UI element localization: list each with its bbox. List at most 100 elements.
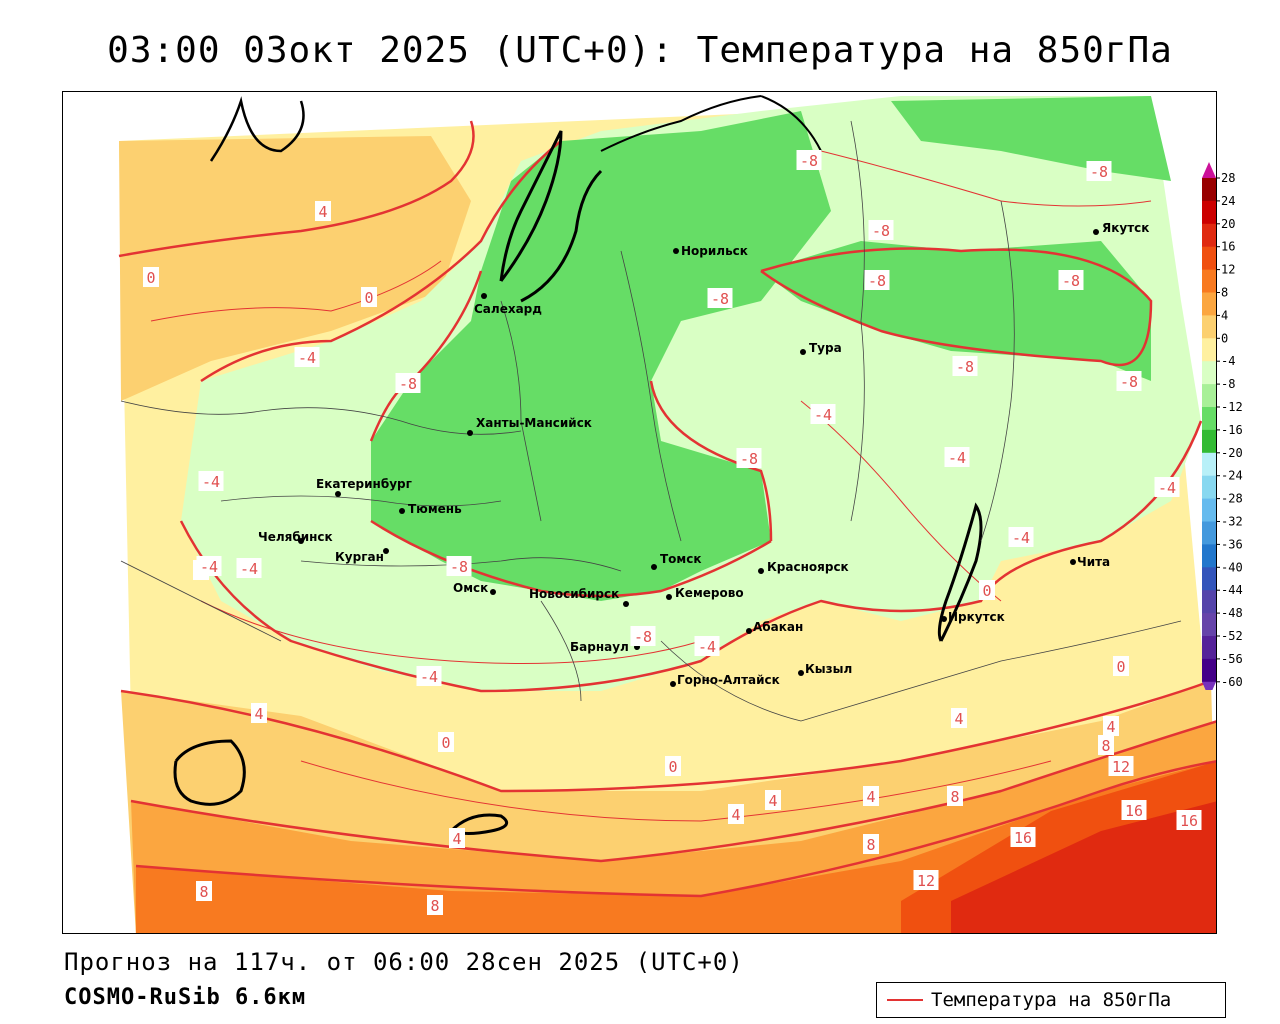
- city-label: Новосибирск: [529, 587, 619, 601]
- isotherm-label: -8: [796, 150, 822, 170]
- isotherm-label: -8: [395, 373, 421, 393]
- colorbar-tick-label: -32: [1221, 515, 1243, 529]
- colorbar-swatch: [1202, 475, 1216, 500]
- isotherm-label: -4: [944, 447, 970, 467]
- isotherm-label: -4: [1154, 477, 1180, 497]
- city-label: Горно-Алтайск: [677, 673, 780, 687]
- isotherm-label: 4: [863, 786, 879, 806]
- isotherm-label: 0: [438, 732, 454, 752]
- colorbar-swatch: [1202, 246, 1216, 271]
- city-dot: [490, 589, 496, 595]
- city-dot: [623, 601, 629, 607]
- model-name: COSMO-RuSib 6.6км: [64, 985, 307, 1010]
- colorbar-swatch: [1202, 567, 1216, 591]
- city-dot: [673, 248, 679, 254]
- colorbar-swatch: [1202, 590, 1216, 614]
- svg-text:-8: -8: [450, 558, 468, 576]
- city-14: Красноярск: [758, 560, 849, 574]
- isotherm-label: -8: [1058, 270, 1084, 290]
- svg-text:4: 4: [452, 830, 461, 848]
- svg-text:-4: -4: [420, 668, 438, 686]
- svg-text:-8: -8: [711, 290, 729, 308]
- colorbar-tick-label: -36: [1221, 537, 1243, 551]
- city-5: Ханты-Мансийск: [467, 416, 592, 436]
- isotherm-label: 8: [196, 881, 212, 901]
- colorbar-swatch: [1202, 223, 1216, 248]
- city-dot: [941, 616, 947, 622]
- svg-text:4: 4: [866, 788, 875, 806]
- colorbar-tick-label: 20: [1221, 217, 1235, 231]
- city-label: Кемерово: [675, 586, 744, 600]
- city-4: Тура: [800, 341, 842, 355]
- city-20: Чита: [1070, 555, 1110, 569]
- city-label: Челябинск: [258, 530, 333, 544]
- colorbar-tick-label: 24: [1221, 194, 1235, 208]
- svg-text:-8: -8: [1062, 272, 1080, 290]
- colorbar-swatch: [1202, 200, 1216, 225]
- colorbar-swatch: [1202, 315, 1216, 339]
- svg-text:0: 0: [441, 734, 450, 752]
- colorbar-tick-label: -16: [1221, 423, 1243, 437]
- city-dot: [666, 594, 672, 600]
- isotherm-label: 4: [765, 790, 781, 810]
- colorbar-tick-label: 0: [1221, 331, 1228, 345]
- svg-text:12: 12: [917, 872, 935, 890]
- colorbar-swatch: [1202, 361, 1216, 385]
- svg-text:12: 12: [1112, 758, 1130, 776]
- colorbar-swatch: [1202, 178, 1216, 202]
- isotherm-label: -4: [294, 347, 320, 367]
- isotherm-label: 4: [1103, 716, 1119, 736]
- svg-text:4: 4: [254, 705, 263, 723]
- colorbar-tick-label: -20: [1221, 446, 1243, 460]
- isotherm-label: -4: [196, 556, 222, 576]
- svg-text:16: 16: [1014, 829, 1032, 847]
- svg-text:0: 0: [364, 289, 373, 307]
- isotherm-label: -4: [810, 404, 836, 424]
- city-dot: [800, 349, 806, 355]
- svg-text:-8: -8: [1120, 373, 1138, 391]
- colorbar-tick-label: -24: [1221, 469, 1243, 483]
- legend-label: Температура на 850гПа: [931, 989, 1172, 1011]
- colorbar-swatch: [1202, 613, 1216, 637]
- city-label: Ханты-Мансийск: [476, 416, 592, 430]
- legend: Температура на 850гПа: [876, 982, 1226, 1018]
- svg-text:-4: -4: [202, 473, 220, 491]
- svg-text:-8: -8: [868, 272, 886, 290]
- city-10: Омск: [453, 581, 496, 595]
- colorbar-tick-label: -56: [1221, 652, 1243, 666]
- svg-text:-4: -4: [814, 406, 832, 424]
- city-6: Екатеринбург: [316, 477, 412, 497]
- isotherm-label: -8: [707, 288, 733, 308]
- svg-text:0: 0: [982, 582, 991, 600]
- svg-text:-4: -4: [1158, 479, 1176, 497]
- colorbar-top-arrow: [1202, 162, 1216, 178]
- colorbar-tick-label: -52: [1221, 629, 1243, 643]
- svg-text:16: 16: [1125, 802, 1143, 820]
- city-markers: Салехард Норильск Якутск Тура Ханты-Мансийск…: [258, 221, 1149, 687]
- city-label: Чита: [1077, 555, 1110, 569]
- colorbar-tick-label: -40: [1221, 560, 1243, 574]
- svg-text:-4: -4: [698, 638, 716, 656]
- colorbar-tick-label: 28: [1221, 171, 1235, 185]
- city-dot: [1093, 229, 1099, 235]
- forecast-info: Прогноз на 117ч. от 06:00 28сен 2025 (UT…: [64, 948, 744, 976]
- svg-text:0: 0: [668, 758, 677, 776]
- colorbar-swatch: [1202, 544, 1216, 568]
- region-borders: [120, 120, 1182, 722]
- colorbar-tick-label: 8: [1221, 286, 1228, 300]
- svg-text:0: 0: [1116, 658, 1125, 676]
- colorbar-swatch: [1202, 407, 1216, 431]
- isotherm-label: -4: [198, 471, 224, 491]
- svg-text:4: 4: [318, 203, 327, 221]
- colorbar-tick-label: -60: [1221, 675, 1243, 689]
- city-18: Кызыл: [798, 662, 852, 676]
- city-dot: [746, 628, 752, 634]
- map-title: 03:00 03окт 2025 (UTC+0): Температура на…: [107, 30, 1173, 71]
- isotherm-label: 16: [1010, 827, 1036, 847]
- colorbar-bottom-arrow: [1202, 681, 1216, 690]
- isotherm-label: 4: [449, 828, 465, 848]
- city-3: Якутск: [1093, 221, 1149, 235]
- city-label: Томск: [660, 552, 702, 566]
- city-label: Омск: [453, 581, 488, 595]
- svg-text:4: 4: [954, 710, 963, 728]
